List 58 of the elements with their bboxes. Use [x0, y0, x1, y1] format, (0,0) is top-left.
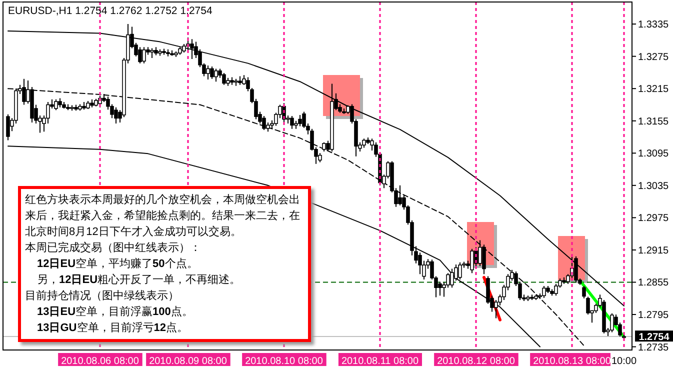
- candlestick: [450, 268, 454, 288]
- annotation: 12日EU空单，平均赚了50个点。: [37, 258, 198, 270]
- candlestick: [398, 184, 402, 206]
- annotation: 13日EU空单，目前浮赢100点。: [37, 306, 193, 318]
- x-tick-label: 2010.08.10 08:00: [245, 356, 324, 367]
- y-tick-label: 1.3155: [638, 116, 670, 128]
- candlestick: [322, 142, 326, 152]
- ref-line-label: 1.2754: [638, 332, 670, 344]
- y-tick-label: 1.3275: [638, 52, 670, 63]
- y-tick-label: 1.3035: [638, 180, 670, 192]
- candlestick: [298, 114, 302, 127]
- candlestick: [210, 66, 214, 80]
- y-tick-label: 1.2735: [638, 342, 670, 354]
- y-tick-label: 1.3335: [638, 20, 670, 31]
- y-tick-label: 1.3095: [638, 148, 670, 160]
- y-tick-label: 1.2855: [638, 278, 670, 289]
- x-tick-label: 2010.08.12 08:00: [437, 356, 516, 367]
- annotation: 目前持仓情况（图中绿线表示）: [25, 290, 179, 302]
- candlestick: [574, 256, 578, 283]
- candlestick: [222, 72, 226, 86]
- annotation: 13日GU空单，目前浮亏12点。: [37, 322, 188, 334]
- x-tick-label: 2010.08.06 08:00: [61, 356, 140, 367]
- annotation: 红色方块表示本周最好的几个放空机会，本周做空机会出来后，我赶紧入金，希望能捡点剩的。结果一来二去，在北京时间8月12日下午才入金成功可以交易。: [25, 194, 300, 238]
- candlestick: [6, 114, 10, 141]
- candlestick: [150, 48, 154, 58]
- candlestick: [214, 68, 218, 82]
- y-tick-label: 1.2795: [638, 310, 670, 321]
- candlestick: [458, 262, 462, 280]
- annotation: 本周已完成交易（图中红线表示）：: [25, 242, 201, 254]
- candlestick: [58, 98, 62, 108]
- candlestick: [142, 46, 146, 64]
- x-tick-label: 2010.08.09 08:00: [149, 356, 228, 367]
- annotation: 另，12日EU粗心开反了一单，不再细述。: [37, 274, 241, 286]
- candlestick: [470, 248, 474, 274]
- candlestick: [114, 106, 118, 124]
- line-series: [8, 146, 540, 348]
- candlestick: [542, 285, 546, 298]
- candlestick: [610, 312, 614, 333]
- x-tick-label: 10:00: [611, 356, 637, 367]
- candlestick: [478, 240, 482, 267]
- candlestick: [266, 122, 270, 132]
- candlestick: [138, 46, 142, 64]
- candlestick: [54, 98, 58, 111]
- candlestick: [190, 38, 194, 60]
- candlestick: [362, 138, 366, 148]
- x-tick-label: 2010.08.11 08:00: [341, 356, 419, 367]
- candlestick: [290, 116, 294, 130]
- line-series: [8, 30, 624, 306]
- candlestick: [482, 244, 486, 275]
- chart-title: EURUSD-,H1 1.2754 1.2762 1.2752 1.2754: [8, 5, 212, 17]
- y-tick-label: 1.3215: [638, 84, 670, 96]
- candlestick: [206, 64, 210, 80]
- y-tick-label: 1.2915: [638, 245, 670, 256]
- candlestick: [262, 116, 266, 131]
- y-tick-label: 1.2975: [638, 213, 670, 224]
- x-tick-label: 2010.08.13 08:00: [533, 356, 612, 367]
- candlestick: [438, 281, 442, 296]
- candlestick: [22, 78, 26, 106]
